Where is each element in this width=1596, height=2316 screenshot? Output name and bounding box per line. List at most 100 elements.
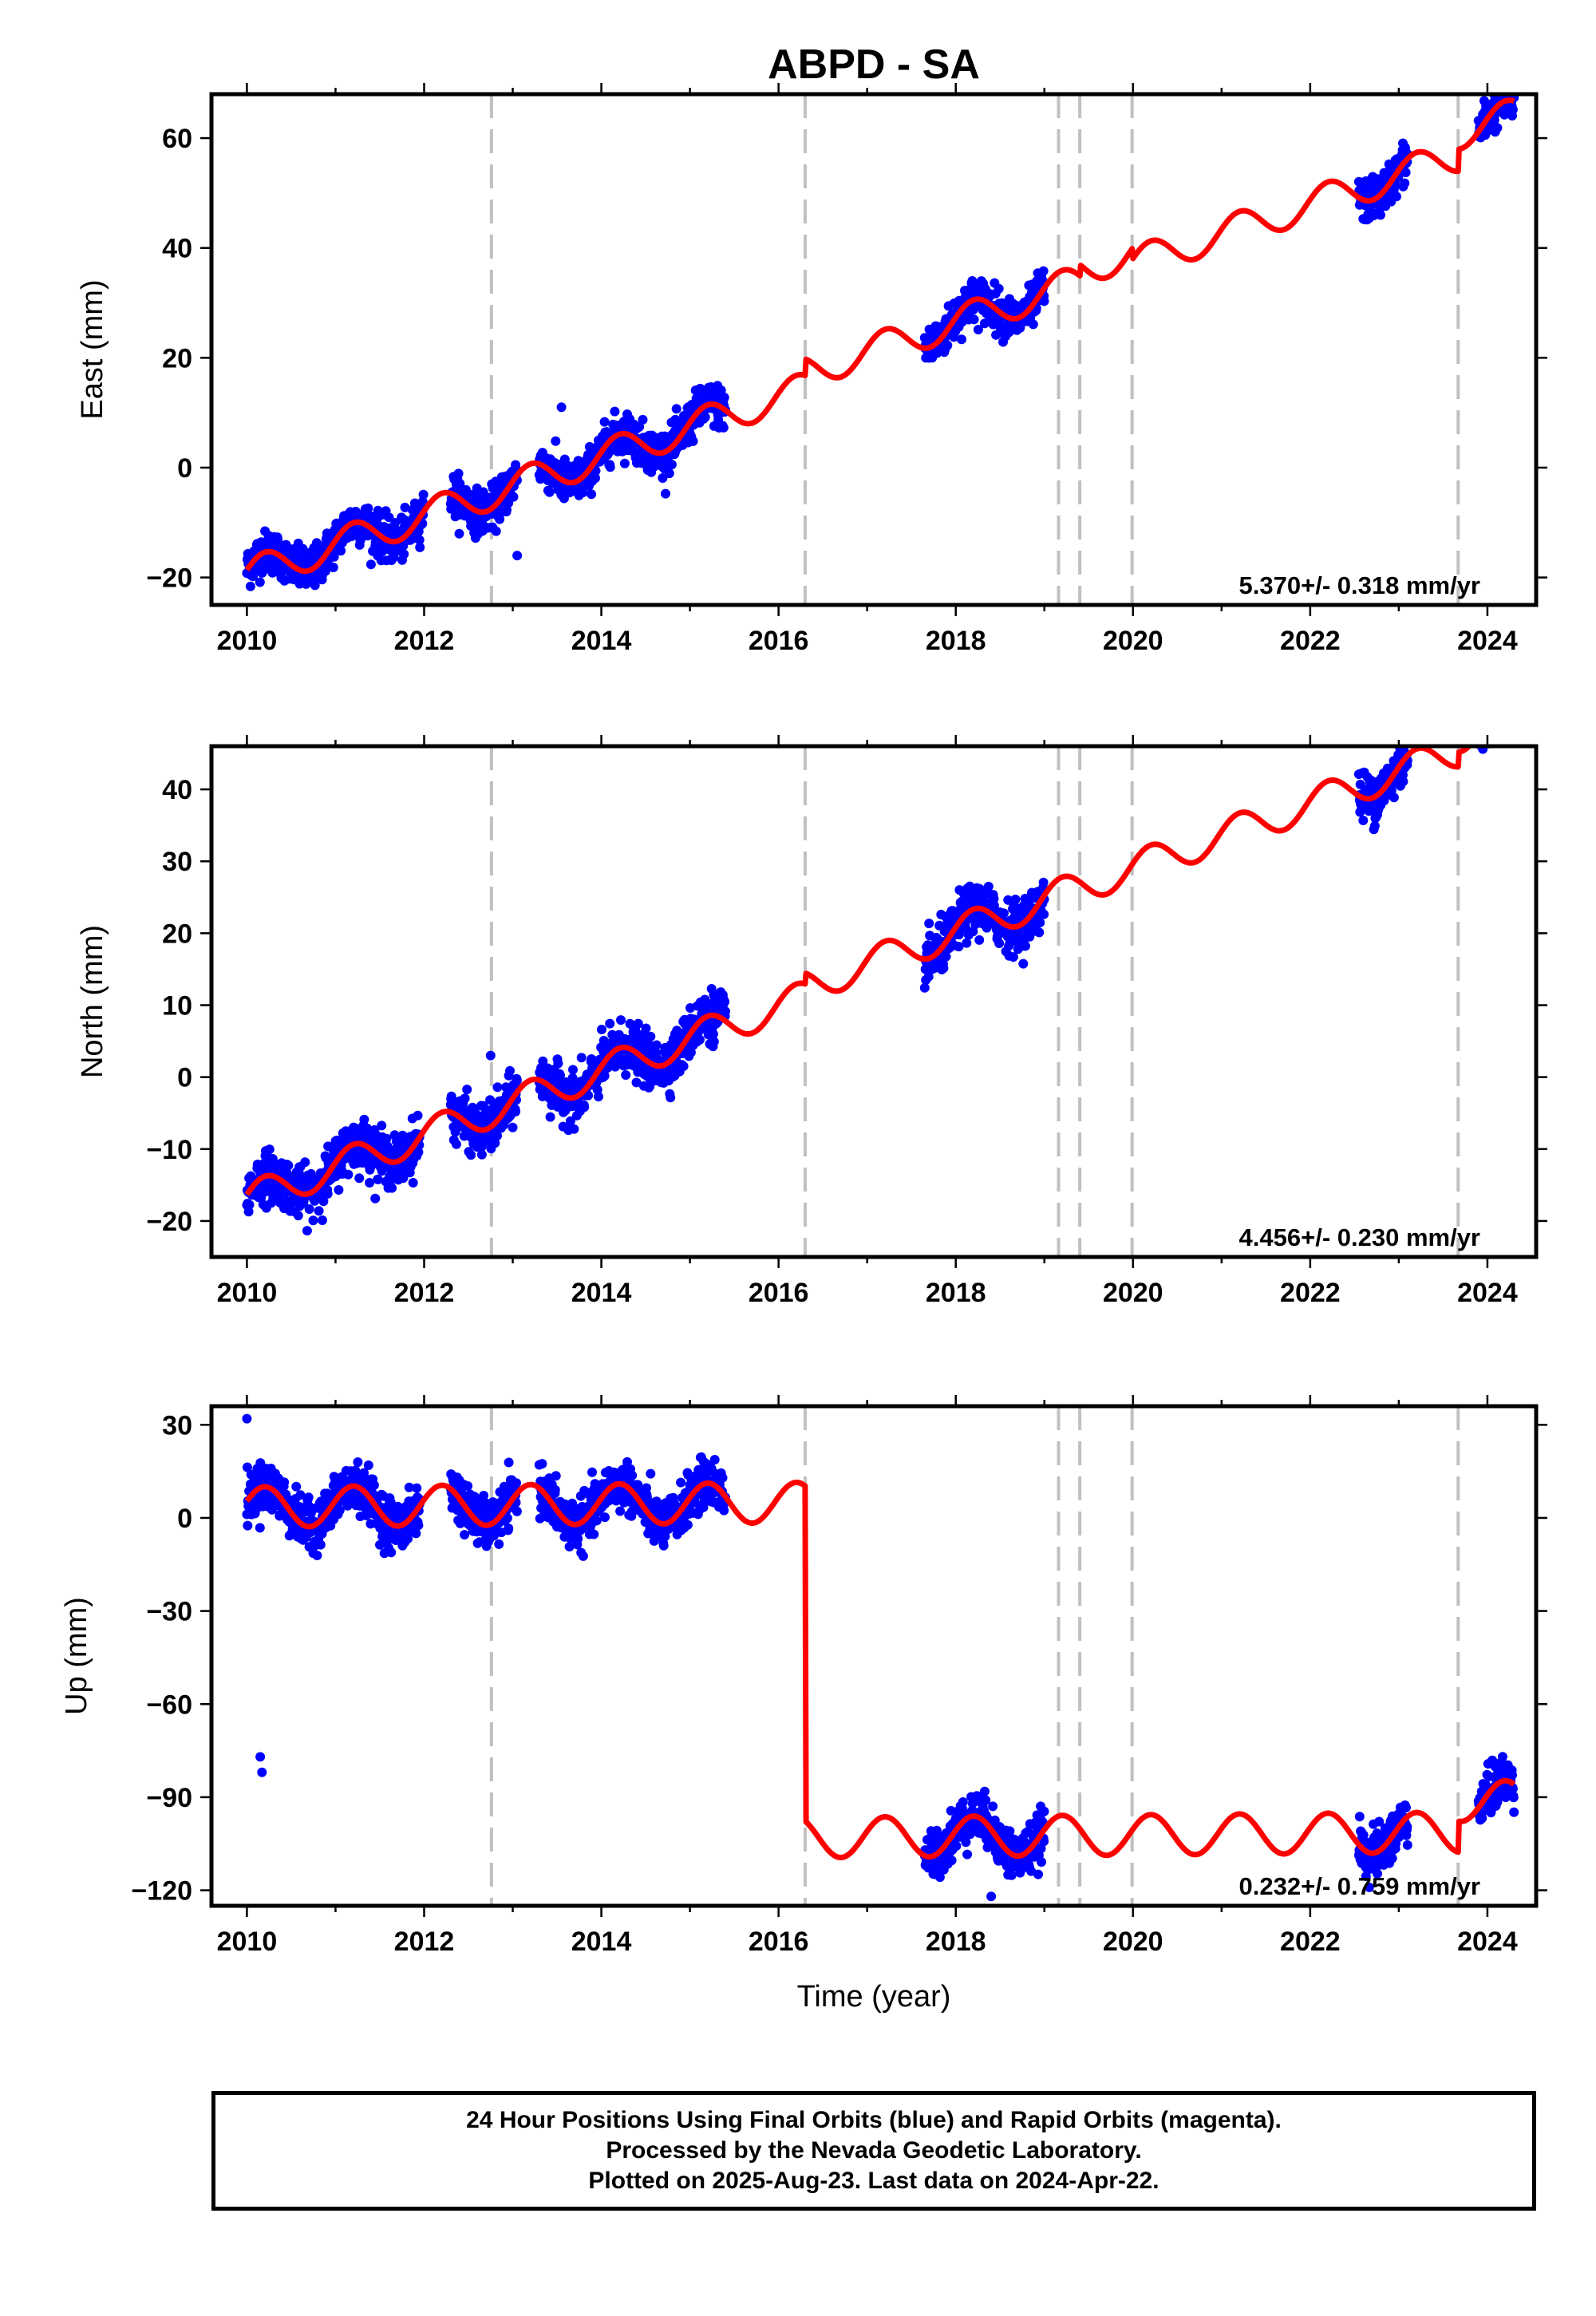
data-point (1493, 725, 1503, 734)
data-point (413, 1520, 424, 1531)
data-point (678, 1061, 689, 1071)
data-point (322, 1188, 333, 1199)
data-point (1481, 733, 1491, 743)
data-point (245, 581, 255, 591)
data-point (646, 1468, 656, 1479)
data-point (308, 1215, 318, 1226)
data-point (1492, 123, 1503, 133)
data-point (942, 340, 953, 350)
data-point (569, 1124, 579, 1134)
data-point (550, 1484, 560, 1495)
data-point (682, 1520, 693, 1530)
data-point (1507, 695, 1517, 705)
data-point (969, 314, 979, 325)
data-point (353, 1457, 363, 1468)
data-point (1505, 78, 1515, 88)
data-point (312, 1551, 322, 1560)
data-point (293, 1211, 303, 1221)
data-point (1491, 731, 1501, 741)
data-point (1481, 732, 1491, 741)
data-point (962, 938, 972, 948)
data-point (1508, 690, 1518, 700)
east-panel: 2010 2012 2014 2016 2018 2020 2022 2024−2002040… (76, 78, 1547, 656)
rate-label: 4.456+/- 0.230 mm/yr (1239, 1223, 1480, 1251)
data-point (1010, 895, 1021, 904)
data-point (476, 1149, 487, 1160)
data-point (1369, 820, 1380, 831)
data-point (1398, 777, 1408, 787)
data-point (1476, 717, 1486, 727)
data-point (504, 1524, 514, 1533)
data-point (1506, 702, 1515, 711)
data-point (1504, 723, 1514, 733)
data-point (1486, 695, 1495, 705)
data-point (1474, 721, 1483, 730)
y-tick-label: 30 (162, 847, 192, 877)
data-point (1376, 210, 1385, 220)
data-point (1489, 115, 1499, 125)
data-point (362, 1123, 372, 1133)
data-point (1487, 712, 1497, 721)
data-point (1478, 726, 1487, 736)
data-point (719, 1505, 729, 1516)
data-point (1503, 694, 1513, 704)
data-point (1492, 679, 1502, 689)
data-point (512, 1506, 522, 1516)
data-point (615, 1506, 626, 1516)
data-point (1484, 713, 1494, 723)
data-point (1502, 690, 1511, 699)
data-point (302, 1226, 312, 1236)
data-point (553, 1058, 563, 1069)
data-point (1492, 705, 1502, 715)
data-points (242, 679, 1518, 1236)
data-point (1482, 716, 1491, 725)
data-point (599, 1071, 610, 1081)
data-point (661, 488, 670, 499)
data-point (495, 514, 505, 524)
data-point (343, 1169, 354, 1180)
data-point (365, 1178, 375, 1188)
data-point (1503, 697, 1512, 706)
data-point (551, 436, 561, 446)
data-point (1503, 697, 1512, 706)
data-point (304, 1204, 314, 1214)
data-point (300, 1157, 310, 1168)
data-point (973, 325, 983, 334)
data-point (1507, 702, 1516, 712)
data-point (641, 1023, 651, 1034)
data-point (310, 580, 320, 591)
y-tick-label: 20 (162, 343, 192, 373)
y-tick-label: −20 (146, 1207, 192, 1237)
data-point (466, 1150, 476, 1160)
data-point (1480, 728, 1490, 737)
data-point (1495, 705, 1505, 714)
data-point (954, 942, 964, 952)
data-point (1491, 725, 1500, 735)
x-tick-label: 2016 (749, 1278, 809, 1308)
data-point (616, 1015, 626, 1026)
model-line (244, 746, 1473, 1197)
data-point (411, 1528, 421, 1539)
x-tick-label: 2012 (394, 1278, 455, 1308)
data-point (1503, 717, 1513, 726)
data-point (721, 1006, 730, 1017)
data-point (666, 460, 677, 470)
plot-frame (209, 92, 1539, 607)
data-point (1498, 702, 1507, 711)
data-point (597, 1025, 606, 1034)
data-point (1028, 319, 1038, 330)
data-point (1021, 941, 1030, 951)
data-point (315, 1539, 326, 1550)
data-point (919, 982, 930, 993)
data-point (400, 502, 410, 512)
data-point (1501, 682, 1511, 691)
data-point (491, 526, 501, 536)
data-point (599, 417, 610, 427)
data-point (1495, 689, 1504, 698)
x-tick-label: 2016 (749, 626, 809, 656)
x-tick-label: 2024 (1457, 626, 1518, 656)
data-point (1499, 705, 1508, 714)
data-point (1358, 816, 1369, 825)
data-point (1400, 168, 1411, 178)
data-point (544, 487, 555, 497)
